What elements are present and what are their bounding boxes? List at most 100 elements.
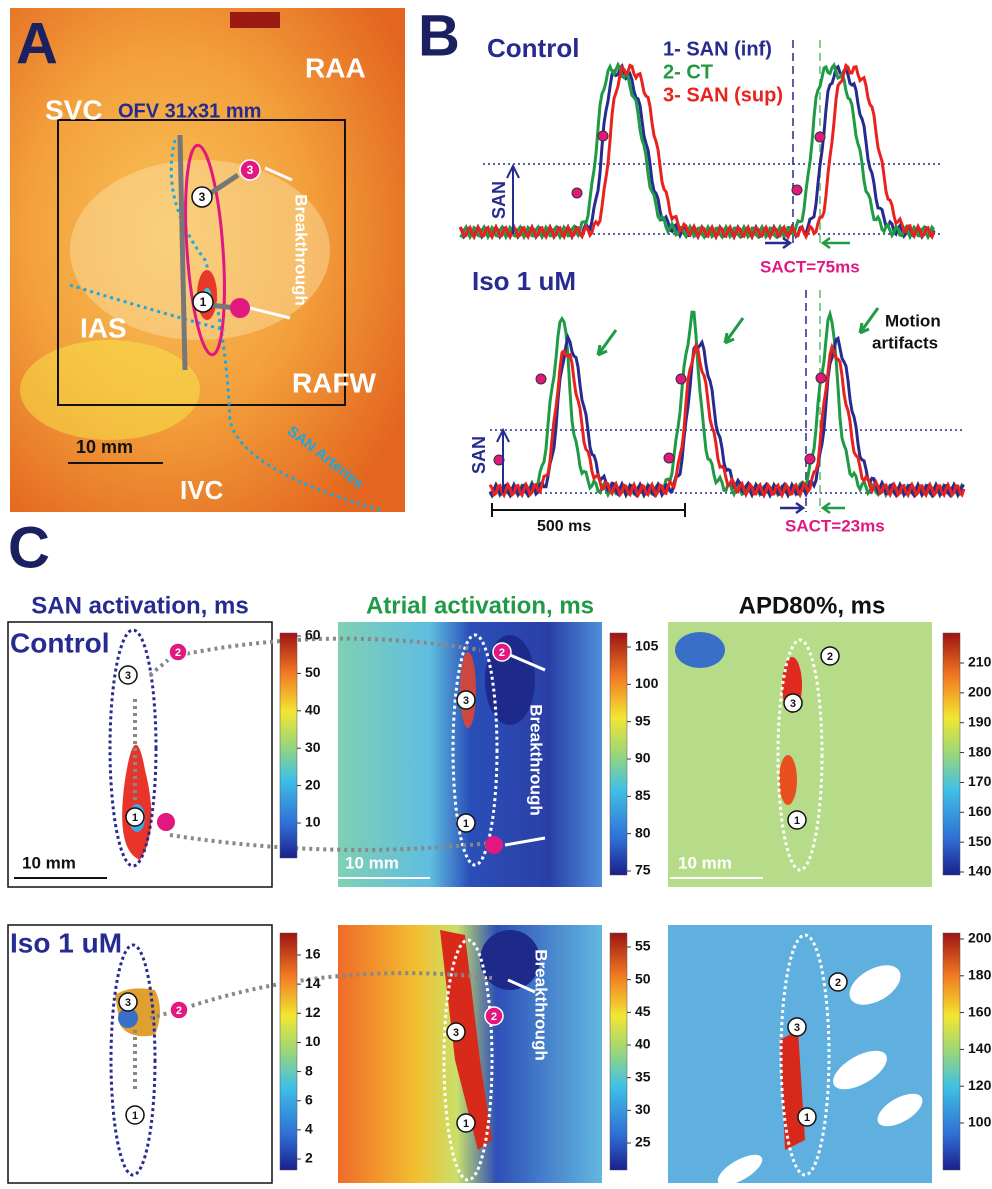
- marker-label: 1: [132, 1110, 138, 1122]
- colorbar: [943, 933, 960, 1170]
- row-label: Control: [10, 627, 110, 658]
- label: 10 mm: [678, 853, 732, 872]
- colorbar-tick-label: 6: [305, 1091, 313, 1107]
- colorbar-tick-label: 40: [305, 702, 321, 718]
- san-map-frame: [8, 925, 272, 1183]
- marker-label: 2: [827, 651, 833, 663]
- activation-dot: [792, 185, 802, 195]
- colorbar-tick-label: 80: [635, 824, 651, 840]
- marker-label: 2: [176, 1005, 182, 1017]
- colorbar-tick-label: 50: [635, 970, 651, 986]
- colorbar-tick-label: 180: [968, 967, 992, 983]
- apd-cool: [675, 632, 725, 668]
- marker-label: 1: [794, 815, 800, 827]
- apd-hot: [779, 755, 797, 805]
- label: 500 ms: [537, 518, 591, 535]
- sact-arrow: [765, 238, 790, 248]
- colorbar: [610, 633, 627, 875]
- label: SAN: [489, 181, 509, 219]
- colorbar-tick-label: 200: [968, 684, 992, 700]
- annotation: artifacts: [872, 333, 938, 352]
- colorbar-tick-label: 140: [968, 1040, 992, 1056]
- legend-entry: 1- SAN (inf): [663, 38, 772, 60]
- colorbar-tick-label: 45: [635, 1003, 651, 1019]
- activation-dot: [816, 373, 826, 383]
- colorbar-tick-label: 105: [635, 638, 659, 654]
- label: SACT=75ms: [760, 257, 860, 276]
- colorbar-tick-label: 10: [305, 1033, 321, 1049]
- panel-letter: B: [418, 3, 460, 68]
- sact-arrow: [780, 503, 803, 513]
- colorbar-tick-label: 210: [968, 654, 992, 670]
- colorbar-tick-label: 20: [305, 776, 321, 792]
- marker-label: 3: [199, 190, 206, 204]
- colorbar-tick-label: 95: [635, 712, 651, 728]
- label: Control: [487, 33, 579, 63]
- colorbar-tick-label: 30: [635, 1101, 651, 1117]
- colorbar-tick-label: 75: [635, 862, 651, 878]
- label: RAA: [305, 52, 366, 83]
- breakthrough-dot: [230, 298, 250, 318]
- marker-label: 2: [499, 647, 505, 659]
- time-scale: [492, 503, 685, 517]
- activation-dot: [598, 131, 608, 141]
- sact-arrow: [823, 238, 850, 248]
- colorbar-tick-label: 40: [635, 1036, 651, 1052]
- label: Iso 1 uM: [472, 266, 576, 296]
- marker-label: 3: [247, 163, 254, 177]
- marker-label: 3: [125, 670, 131, 682]
- marker-label: 1: [804, 1112, 810, 1124]
- label: 10 mm: [345, 853, 399, 872]
- apd-map: [668, 925, 932, 1183]
- label: 10 mm: [76, 437, 133, 457]
- colorbar-tick-label: 200: [968, 930, 992, 946]
- colorbar-tick-label: 8: [305, 1062, 313, 1078]
- activation-dot: [536, 374, 546, 384]
- label: RAFW: [292, 367, 377, 398]
- colorbar-tick-label: 30: [305, 739, 321, 755]
- colorbar-tick-label: 120: [968, 1077, 992, 1093]
- column-header: APD80%, ms: [739, 592, 886, 619]
- colorbar: [610, 933, 627, 1170]
- colorbar-tick-label: 190: [968, 713, 992, 729]
- label: IAS: [80, 312, 127, 343]
- colorbar-tick-label: 90: [635, 750, 651, 766]
- label: IVC: [180, 475, 224, 505]
- colorbar-tick-label: 85: [635, 787, 651, 803]
- marker-label: 1: [132, 812, 138, 824]
- row-label: Iso 1 uM: [10, 927, 122, 958]
- legend-entry: 3- SAN (sup): [663, 84, 783, 106]
- artifact-arrow: [598, 330, 616, 355]
- label: SAN: [469, 436, 489, 474]
- label: SACT=23ms: [785, 516, 885, 535]
- photo-yellow: [20, 340, 200, 440]
- annotation: Motion: [885, 311, 941, 330]
- column-header: Atrial activation, ms: [366, 592, 594, 619]
- colorbar-tick-label: 140: [968, 863, 992, 879]
- sact-arrow: [823, 503, 845, 513]
- colorbar: [943, 633, 960, 875]
- legend-entry: 2- CT: [663, 61, 713, 83]
- colorbar: [280, 933, 297, 1170]
- colorbar-tick-label: 100: [968, 1114, 992, 1130]
- colorbar-tick-label: 16: [305, 946, 321, 962]
- atrial-streak: [460, 652, 476, 728]
- colorbar-tick-label: 60: [305, 627, 321, 643]
- colorbar-tick-label: 4: [305, 1121, 313, 1137]
- label: 10 mm: [22, 853, 76, 872]
- amp-arrow: [507, 166, 519, 234]
- breakthrough-dot: [157, 813, 175, 831]
- activation-dot: [815, 132, 825, 142]
- marker-label: 3: [790, 698, 796, 710]
- activation-dot: [676, 374, 686, 384]
- trace: [490, 346, 964, 496]
- breakthrough-dot: [485, 836, 503, 854]
- photo-dark: [230, 12, 280, 28]
- marker-label: 2: [175, 647, 181, 659]
- marker-label: 3: [463, 695, 469, 707]
- colorbar: [280, 633, 297, 858]
- marker-label: 1: [200, 295, 207, 309]
- panel-letter: C: [8, 515, 50, 580]
- marker-label: 3: [453, 1027, 459, 1039]
- label: SVC: [45, 94, 103, 125]
